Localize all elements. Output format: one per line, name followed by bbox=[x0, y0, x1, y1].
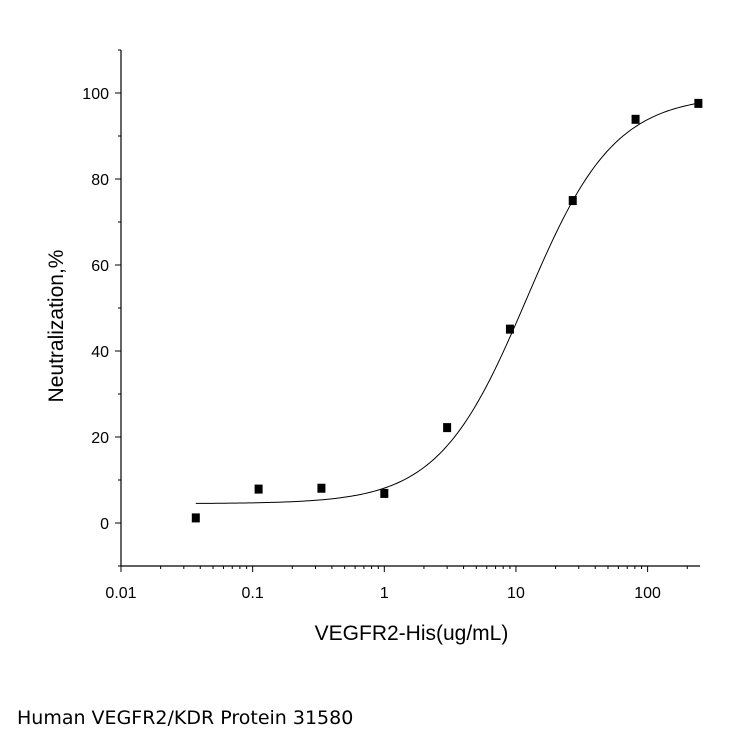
axes bbox=[120, 50, 700, 567]
x-tick-label: 1 bbox=[380, 585, 389, 602]
x-tick-label: 0.01 bbox=[105, 585, 136, 602]
ticks: 0 20 40 60 80 100 0.01 0.1 1 10 100 bbox=[82, 49, 688, 602]
x-tick-label: 0.1 bbox=[242, 585, 264, 602]
y-axis-title: Neutralization,% bbox=[45, 250, 68, 403]
fit-curve bbox=[195, 102, 699, 504]
x-tick-label: 100 bbox=[634, 585, 661, 602]
fit-curve-layer bbox=[195, 102, 699, 504]
y-tick-label: 60 bbox=[91, 258, 109, 275]
data-point bbox=[317, 483, 326, 493]
data-point bbox=[380, 488, 389, 498]
data-points bbox=[191, 98, 703, 523]
x-tick-label: 10 bbox=[507, 585, 525, 602]
data-point bbox=[191, 513, 200, 523]
x-axis-title: VEGFR2-His(ug/mL) bbox=[315, 622, 509, 645]
data-point bbox=[254, 484, 263, 494]
y-tick-label: 80 bbox=[91, 172, 109, 189]
y-tick-label: 100 bbox=[82, 86, 109, 103]
y-tick-label: 0 bbox=[100, 516, 109, 533]
data-point bbox=[443, 423, 452, 433]
data-point bbox=[694, 98, 703, 108]
figure-caption: Human VEGFR2/KDR Protein 31580 bbox=[17, 707, 354, 729]
data-point bbox=[568, 196, 577, 206]
data-point bbox=[505, 324, 514, 334]
y-tick-label: 20 bbox=[91, 430, 109, 447]
data-point bbox=[631, 114, 640, 124]
y-tick-label: 40 bbox=[91, 344, 109, 361]
